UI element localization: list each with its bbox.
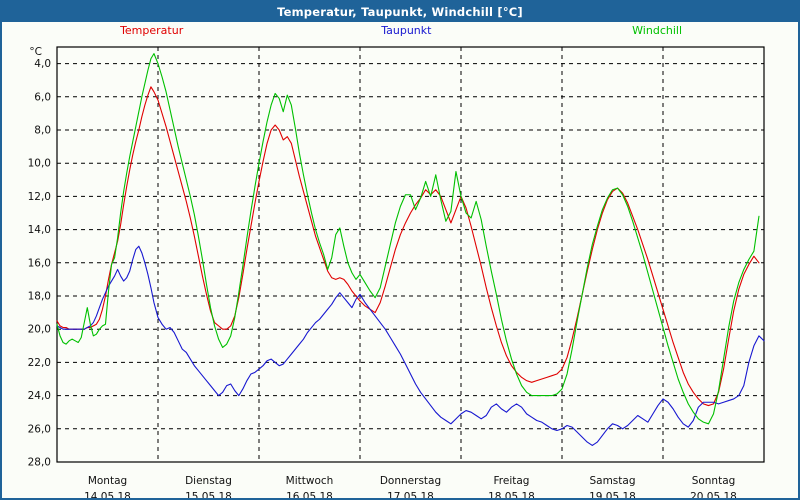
temperature-chart: 28,0 26,0 24,0 22,0 20,0 18,0 16,0 14,0 12,0 10,0… xyxy=(28,46,765,498)
y-tick-label: 12,0 xyxy=(28,191,51,203)
series-line-temperatur xyxy=(56,86,760,407)
y-tick-label: 6,0 xyxy=(34,91,51,103)
x-axis-tick-labels: Montag 14.05.18 Dienstag 15.05.18 Mittwoch 16… xyxy=(84,475,737,498)
x-tick-day-label: Dienstag xyxy=(185,475,232,487)
y-tick-label: 28,0 xyxy=(28,457,51,469)
legend-item-windchill: Windchill xyxy=(632,24,683,37)
y-tick-label: 8,0 xyxy=(34,125,51,137)
y-axis-unit-label: °C xyxy=(29,46,42,58)
x-tick-date-label: 18.05.18 xyxy=(488,491,535,498)
x-tick-date-label: 16.05.18 xyxy=(286,491,333,498)
x-tick-day-label: Samstag xyxy=(589,475,635,487)
x-tick-date-label: 20.05.18 xyxy=(690,491,737,498)
window-title-bar: Temperatur, Taupunkt, Windchill [°C] xyxy=(2,2,798,22)
x-tick-day-label: Freitag xyxy=(494,475,530,487)
x-tick-day-label: Sonntag xyxy=(692,475,736,487)
legend-item-temperatur: Temperatur xyxy=(120,24,184,37)
y-tick-label: 20,0 xyxy=(28,324,51,336)
series-line-taupunkt xyxy=(56,245,765,446)
x-tick-date-label: 17.05.18 xyxy=(387,491,434,498)
x-tick-date-label: 15.05.18 xyxy=(185,491,232,498)
x-tick-day-label: Montag xyxy=(88,475,127,487)
y-tick-label: 14,0 xyxy=(28,224,51,236)
chart-legend: Temperatur Taupunkt Windchill xyxy=(2,24,798,42)
y-tick-label: 24,0 xyxy=(28,390,51,402)
legend-item-taupunkt: Taupunkt xyxy=(381,24,432,37)
y-tick-label: 10,0 xyxy=(28,158,51,170)
y-axis-tick-labels: 28,0 26,0 24,0 22,0 20,0 18,0 16,0 14,0 12,0 10,0… xyxy=(28,58,51,468)
series-line-windchill xyxy=(56,53,760,425)
x-tick-date-label: 14.05.18 xyxy=(84,491,131,498)
y-tick-label: 4,0 xyxy=(34,58,51,70)
y-tick-label: 18,0 xyxy=(28,291,51,303)
x-tick-date-label: 19.05.18 xyxy=(589,491,636,498)
plot-area: 28,0 26,0 24,0 22,0 20,0 18,0 16,0 14,0 12,0 10,0… xyxy=(2,42,798,498)
y-tick-label: 16,0 xyxy=(28,257,51,269)
data-series-group xyxy=(56,53,765,446)
y-tick-label: 22,0 xyxy=(28,357,51,369)
grid-lines xyxy=(57,47,764,463)
window-title: Temperatur, Taupunkt, Windchill [°C] xyxy=(277,5,523,19)
y-tick-label: 26,0 xyxy=(28,423,51,435)
x-tick-day-label: Donnerstag xyxy=(380,475,441,487)
plot-frame xyxy=(56,46,765,463)
x-tick-day-label: Mittwoch xyxy=(286,475,334,487)
